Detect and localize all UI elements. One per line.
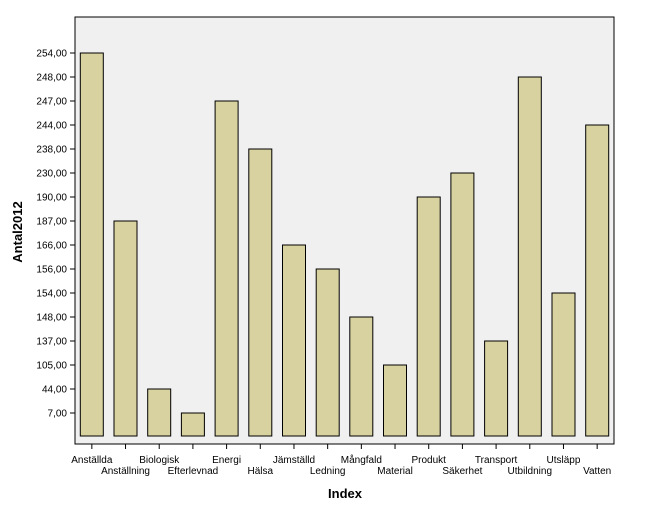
bar-energi	[214, 100, 239, 437]
x-tick-label: Vatten	[583, 466, 611, 477]
y-tick-label: 187,00	[36, 217, 67, 228]
x-tick-label: Säkerhet	[442, 466, 482, 477]
y-tick-label: 156,00	[36, 265, 67, 276]
bar-anställda	[79, 52, 104, 437]
x-tick-label: Ledning	[310, 466, 346, 477]
x-tick-label: Hälsa	[247, 466, 273, 477]
y-tick-label: 254,00	[36, 49, 67, 60]
bar-biologisk	[147, 388, 172, 437]
x-tick-label: Transport	[475, 455, 518, 466]
y-tick-label: 244,00	[36, 121, 67, 132]
x-tick-label: Material	[377, 466, 413, 477]
bar-transport	[484, 340, 509, 437]
x-tick-label: Energi	[212, 455, 241, 466]
y-tick-label: 105,00	[36, 361, 67, 372]
y-tick-label: 248,00	[36, 73, 67, 84]
x-tick-label: Anställning	[101, 466, 150, 477]
y-tick-label: 7,00	[48, 409, 68, 420]
x-axis-title: Index	[328, 486, 363, 501]
bar-mångfald	[349, 316, 374, 437]
x-tick-label: Biologisk	[139, 455, 180, 466]
bar-hälsa	[248, 148, 273, 437]
x-tick-label: Efterlevnad	[168, 466, 219, 477]
y-tick-label: 190,00	[36, 193, 67, 204]
y-tick-label: 247,00	[36, 97, 67, 108]
bar-material	[383, 364, 407, 437]
bar-utbildning	[517, 76, 542, 437]
bar-ledning	[315, 268, 340, 437]
bar-jämställd	[282, 244, 306, 437]
y-tick-label: 137,00	[36, 337, 67, 348]
y-tick-label: 230,00	[36, 169, 67, 180]
y-tick-label: 154,00	[36, 289, 67, 300]
bar-anställning	[113, 220, 138, 437]
y-tick-label: 44,00	[42, 385, 67, 396]
x-tick-label: Utsläpp	[547, 455, 581, 466]
bar-efterlevnad	[180, 412, 205, 437]
bar-utsläpp	[551, 292, 576, 437]
x-tick-label: Produkt	[411, 455, 446, 466]
y-tick-label: 238,00	[36, 145, 67, 156]
bar-säkerhet	[450, 172, 475, 437]
y-tick-label: 166,00	[36, 241, 67, 252]
bar-produkt	[416, 196, 441, 437]
y-axis-title: Antal2012	[10, 201, 25, 262]
x-tick-label: Anställda	[71, 455, 113, 466]
x-tick-label: Mångfald	[341, 454, 382, 466]
x-tick-label: Utbildning	[508, 466, 552, 477]
y-tick-label: 148,00	[36, 313, 67, 324]
x-tick-label: Jämställd	[273, 455, 315, 466]
bar-vatten	[585, 124, 610, 437]
